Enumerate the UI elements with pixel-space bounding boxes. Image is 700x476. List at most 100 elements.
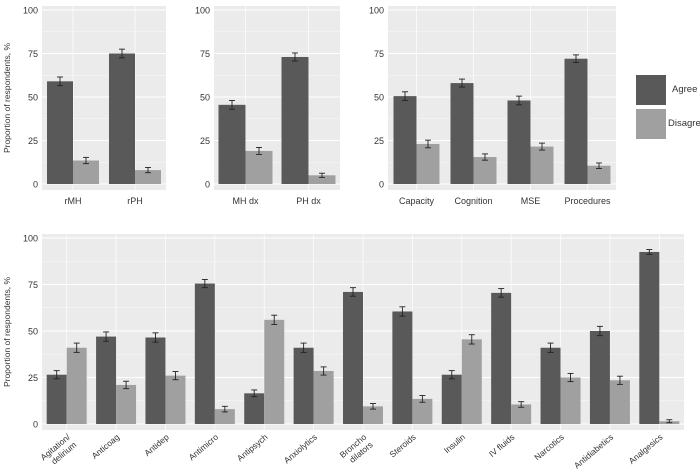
legend: Agree Disagree xyxy=(636,75,700,139)
x-tick-label: MH dx xyxy=(232,196,259,206)
x-tick-label: MSE xyxy=(521,196,541,206)
error-bar xyxy=(425,139,431,149)
y-tick-label: 25 xyxy=(200,136,210,146)
error-bar xyxy=(57,76,63,87)
error-bar xyxy=(482,153,488,161)
bar-disagree xyxy=(416,143,440,184)
error-bar xyxy=(251,389,258,398)
error-bar xyxy=(573,54,579,63)
error-bar xyxy=(498,288,505,298)
y-tick-label: 0 xyxy=(33,420,38,430)
error-bar xyxy=(300,342,307,353)
x-tick-label: Anticoag xyxy=(90,432,122,461)
y-tick-label: 75 xyxy=(200,49,210,59)
chart-panels: 0 25 50 75 100 Proportion of respondents, % rM… xyxy=(2,6,684,471)
y-tick-label: 100 xyxy=(369,6,384,16)
bar-disagree xyxy=(313,370,334,424)
bar-agree xyxy=(639,251,660,424)
error-bar xyxy=(145,167,151,174)
bar-agree xyxy=(96,336,117,424)
error-bar xyxy=(292,52,298,62)
bar-agree xyxy=(507,100,531,184)
error-bar xyxy=(229,100,235,110)
x-tick-label: PH dx xyxy=(296,196,321,206)
chart-panel-top-3: 0 25 50 75 100 Capacity Cognition MSE Procedures xyxy=(369,6,616,206)
y-tick-label: 75 xyxy=(374,49,384,59)
bar-disagree xyxy=(560,377,581,424)
bar-agree xyxy=(218,104,246,184)
x-tick-label: Insulin xyxy=(442,432,467,456)
bar-agree xyxy=(441,374,462,424)
bar-disagree xyxy=(66,347,87,424)
error-bar xyxy=(402,91,408,101)
y-tick-label: 0 xyxy=(205,180,210,190)
error-bar xyxy=(123,380,130,390)
y-tick-label: 0 xyxy=(379,180,384,190)
x-tick-label: Capacity xyxy=(399,196,435,206)
bar-agree xyxy=(450,83,474,184)
chart-panel-top-2: 0 25 50 75 100 MH dx PH dx xyxy=(195,6,340,206)
bar-agree xyxy=(145,337,166,424)
bar-agree xyxy=(491,292,512,424)
x-tick-label: Cognition xyxy=(454,196,492,206)
x-tick-label-line: Antidep xyxy=(142,432,171,458)
error-bar xyxy=(350,287,356,297)
bar-disagree xyxy=(473,157,497,184)
x-tick-label: rMH xyxy=(65,196,82,206)
x-tick-label: Bronchodilators xyxy=(338,432,375,468)
y-tick-label: 100 xyxy=(195,6,210,16)
error-bar xyxy=(320,366,327,376)
legend-swatch-agree xyxy=(636,75,666,105)
error-bar xyxy=(399,306,406,317)
x-tick-label: Agitation/delirium xyxy=(38,431,78,470)
x-tick-label-line: Antipsych xyxy=(235,432,270,464)
x-tick-label: Antidiabetics xyxy=(572,432,615,471)
x-tick-label-line: Insulin xyxy=(442,432,467,456)
x-tick-label: Antipsych xyxy=(235,432,270,464)
error-bar xyxy=(73,342,80,353)
y-tick-label: 75 xyxy=(28,49,38,59)
y-tick-label: 25 xyxy=(374,136,384,146)
x-tick-label: Narcotics xyxy=(532,432,566,462)
x-tick-label-line: Anxiolytics xyxy=(282,432,319,465)
error-bar xyxy=(201,279,208,289)
y-tick-label: 25 xyxy=(28,373,38,383)
error-bar xyxy=(83,156,89,165)
x-tick-label-line: IV fluids xyxy=(487,432,517,459)
bar-disagree xyxy=(412,398,433,424)
bar-agree xyxy=(46,374,67,424)
error-bar xyxy=(221,405,228,413)
error-bar xyxy=(103,331,110,342)
x-tick-label-line: Antimicro xyxy=(187,432,221,463)
error-bar xyxy=(646,249,653,255)
bar-disagree xyxy=(461,339,482,424)
legend-label-agree: Agree xyxy=(672,84,697,95)
x-tick-label: Steroids xyxy=(387,432,417,460)
legend-swatch-disagree xyxy=(636,109,666,139)
error-bar xyxy=(518,401,525,408)
bar-agree xyxy=(393,96,417,184)
bar-disagree xyxy=(308,175,336,184)
bar-disagree xyxy=(135,170,161,184)
error-bar xyxy=(596,325,603,337)
bar-agree xyxy=(392,311,413,424)
error-bar xyxy=(539,142,545,151)
error-bar xyxy=(172,371,179,381)
bar-agree xyxy=(109,53,135,184)
bar-agree xyxy=(564,58,588,184)
x-tick-label: Antimicro xyxy=(187,432,221,463)
bar-agree xyxy=(194,283,215,424)
bar-agree xyxy=(281,56,309,185)
x-tick-label-line: Analgesics xyxy=(627,432,665,466)
y-tick-label: 100 xyxy=(23,6,38,16)
x-tick-label: Analgesics xyxy=(627,432,665,466)
y-axis-label: Proportion of respondents, % xyxy=(2,277,12,388)
x-tick-label-line: Anticoag xyxy=(90,432,122,461)
bar-disagree xyxy=(511,404,532,424)
error-bar xyxy=(616,375,623,385)
error-bar xyxy=(271,314,278,325)
error-bar xyxy=(567,372,574,383)
bar-disagree xyxy=(587,165,611,184)
error-bar xyxy=(666,419,673,424)
bar-disagree xyxy=(116,384,137,424)
